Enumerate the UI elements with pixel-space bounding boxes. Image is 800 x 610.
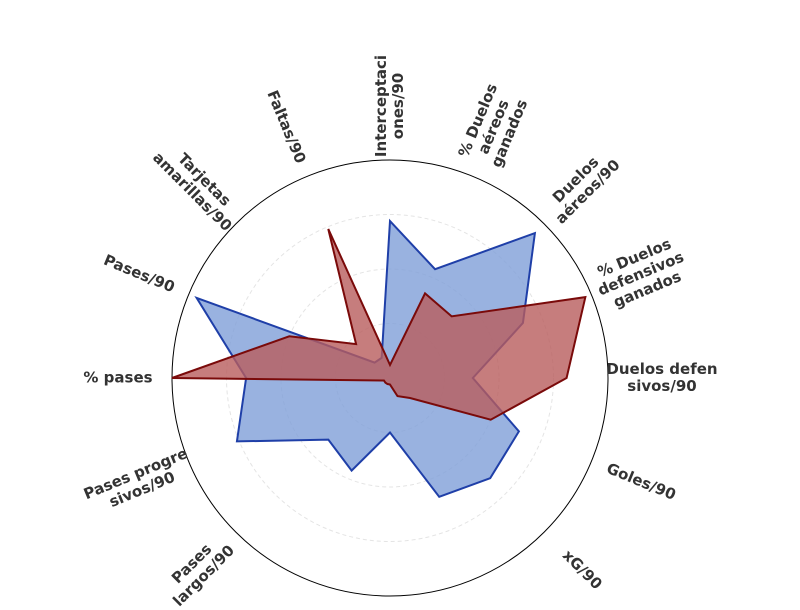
axis-label: Duelos defen sivos/90	[606, 360, 718, 395]
radar-area	[194, 218, 537, 499]
radar-area	[171, 228, 587, 421]
axis-label: Interceptaci ones/90	[372, 54, 407, 158]
axis-label: % pases	[83, 368, 153, 387]
